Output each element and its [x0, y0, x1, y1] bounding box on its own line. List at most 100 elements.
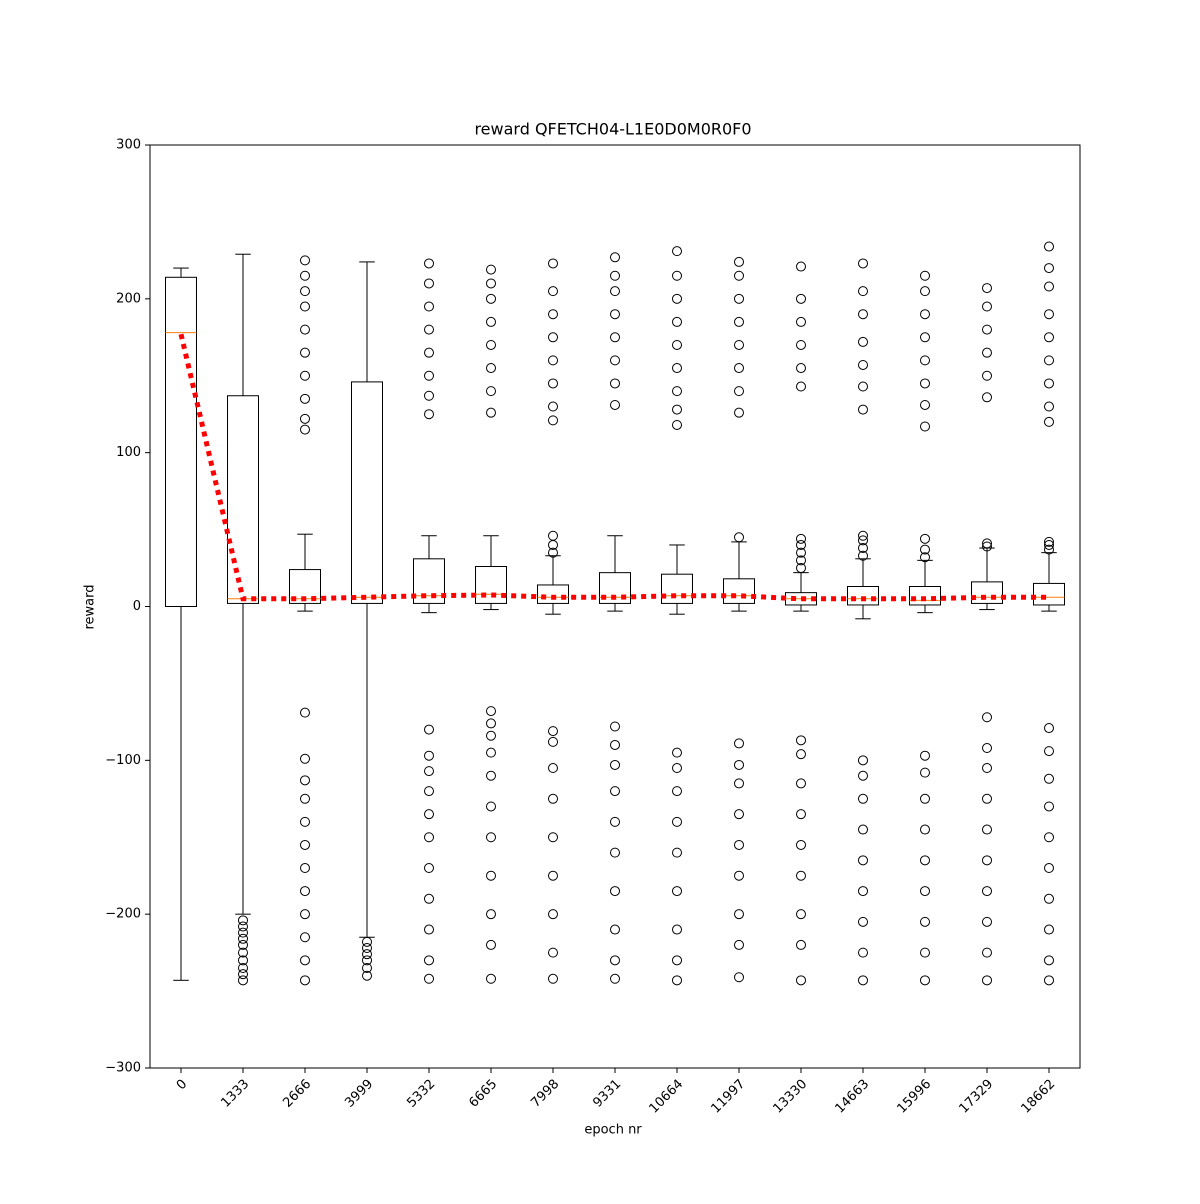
flier [734, 407, 744, 418]
flier [734, 759, 744, 770]
box [537, 584, 569, 604]
flier [424, 893, 434, 904]
flier [920, 533, 930, 544]
flier [300, 816, 310, 827]
box [971, 581, 1003, 604]
flier [486, 278, 496, 289]
flier [796, 839, 806, 850]
flier [424, 409, 434, 420]
flier [300, 932, 310, 943]
flier [858, 916, 868, 927]
flier [858, 404, 868, 415]
flier [920, 975, 930, 986]
flier [920, 824, 930, 835]
flier [300, 255, 310, 266]
flier [1044, 832, 1054, 843]
flier [424, 863, 434, 874]
flier [982, 347, 992, 358]
flier [610, 309, 620, 320]
flier [486, 407, 496, 418]
box [1033, 582, 1065, 606]
flier [920, 544, 930, 555]
flier [238, 955, 248, 966]
flier [548, 763, 558, 774]
flier [982, 975, 992, 986]
flier [1044, 536, 1054, 547]
flier [858, 793, 868, 804]
flier [362, 963, 372, 974]
box [475, 566, 507, 604]
flier [300, 324, 310, 335]
flier [486, 939, 496, 950]
box [227, 395, 259, 604]
flier [734, 339, 744, 350]
flier [796, 533, 806, 544]
flier [858, 755, 868, 766]
flier [920, 399, 930, 410]
flier [548, 530, 558, 541]
box [661, 573, 693, 604]
flier [362, 970, 372, 981]
flier [982, 824, 992, 835]
flier [734, 839, 744, 850]
flier [672, 293, 682, 304]
flier [548, 415, 558, 426]
flier [1044, 355, 1054, 366]
flier [300, 370, 310, 381]
flier [920, 750, 930, 761]
flier [796, 363, 806, 374]
flier [858, 550, 868, 561]
flier [734, 972, 744, 983]
flier [920, 286, 930, 297]
flier [734, 363, 744, 374]
flier [858, 855, 868, 866]
flier [610, 886, 620, 897]
flier [796, 870, 806, 881]
flier [548, 355, 558, 366]
flier [672, 924, 682, 935]
flier [424, 278, 434, 289]
flier [1044, 746, 1054, 757]
flier [920, 855, 930, 866]
flier [1044, 401, 1054, 412]
flier [300, 270, 310, 281]
flier [796, 555, 806, 566]
flier [486, 386, 496, 397]
flier [982, 916, 992, 927]
flier [796, 909, 806, 920]
flier [1044, 773, 1054, 784]
flier [982, 763, 992, 774]
flier [982, 712, 992, 723]
flier [424, 750, 434, 761]
flier [982, 538, 992, 549]
flier [982, 743, 992, 754]
y-tick-label: 300 [116, 138, 141, 153]
flier [982, 324, 992, 335]
flier [796, 563, 806, 574]
flier [920, 270, 930, 281]
flier [362, 943, 372, 954]
flier [920, 886, 930, 897]
flier [486, 264, 496, 275]
flier [548, 726, 558, 737]
box [351, 381, 383, 604]
flier [238, 921, 248, 932]
flier [486, 747, 496, 758]
flier [672, 955, 682, 966]
flier [300, 793, 310, 804]
flier [486, 730, 496, 741]
flier [548, 332, 558, 343]
flier [548, 258, 558, 269]
flier [300, 707, 310, 718]
flier [424, 973, 434, 984]
flier [858, 543, 868, 554]
flier [796, 735, 806, 746]
flier [610, 270, 620, 281]
flier [1044, 378, 1054, 389]
flier [796, 539, 806, 550]
flier [486, 870, 496, 881]
flier [238, 927, 248, 938]
flier [610, 399, 620, 410]
flier [858, 336, 868, 347]
